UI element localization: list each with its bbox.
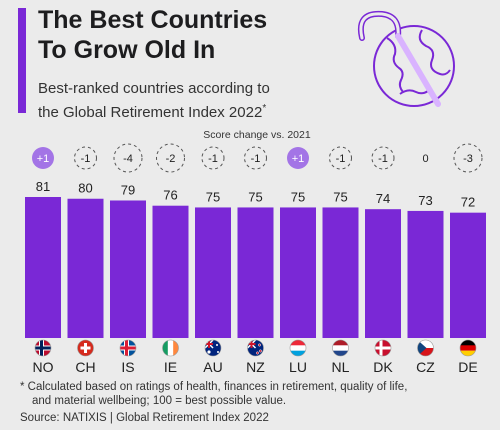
flag-denmark-icon [374,339,392,357]
value-label-is: 79 [121,182,135,197]
score-change-badge-is [113,143,143,173]
bar-ie [152,205,189,338]
score-change-badges: +1 -1 -4 -2 -1 -1 +1 -1 -1 0 -3 [32,143,483,173]
category-label-dk: DK [373,359,393,375]
value-label-ie: 76 [163,188,177,203]
footnote-line-1: * Calculated based on ratings of health,… [20,381,408,393]
flag-australia-icon [204,339,222,357]
bar-no [25,197,61,338]
bars [25,197,486,338]
category-label-no: NO [33,359,54,375]
value-label-nz: 75 [248,189,262,204]
category-labels: NO CH IS IE AU NZ LU NL DK CZ DE [33,359,478,375]
score-change-badge-dk [371,146,395,170]
score-change-label-dk: -1 [378,153,388,165]
bar-nl [322,207,359,338]
category-label-ie: IE [164,359,177,375]
bar-chart: Score change vs. 2021 +1 -1 -4 -2 -1 -1 +1 -1 -1… [25,129,486,375]
flag-switzerland-icon [77,339,94,357]
category-label-nz: NZ [246,359,265,375]
flag-luxembourg-icon [289,339,307,357]
category-label-lu: LU [289,359,307,375]
score-change-badge-au [201,146,225,170]
value-label-de: 72 [461,195,475,210]
flag-norway-icon [34,339,52,357]
category-label-au: AU [203,359,222,375]
score-change-badge-de [453,143,483,173]
score-change-badge-lu [287,147,309,169]
bar-is [110,200,146,338]
bar-lu [280,207,316,338]
accent-bar [18,8,26,113]
value-label-nl: 75 [333,189,347,204]
score-change-label-de: -3 [463,153,473,165]
footnote: * Calculated based on ratings of health,… [20,380,490,408]
score-change-label-nl: -1 [336,153,346,165]
flag-iceland-icon [119,339,137,357]
value-label-no: 81 [36,179,50,194]
score-change-badge-nz [244,146,267,170]
subtitle-line-2-text: the Global Retirement Index 2022 [38,104,263,121]
score-change-label-is: -4 [123,153,133,165]
bar-de [450,212,486,338]
bar-cz [407,210,444,338]
subtitle-footnote-mark: * [262,103,267,114]
bar-nz [237,207,274,338]
subtitle-line-1: Best-ranked countries according to [38,80,270,97]
bar-au [195,207,231,338]
value-label-lu: 75 [291,189,305,204]
footnote-line-2: and material wellbeing; 100 = best possi… [32,395,287,407]
value-label-ch: 80 [78,181,92,196]
score-change-label-nz: -1 [251,153,261,165]
score-change-label-cz: 0 [422,153,428,165]
subtitle-line-2: the Global Retirement Index 2022* [38,99,338,123]
score-change-label-no: +1 [37,153,50,165]
score-change-label-ch: -1 [81,153,91,165]
subtitle: Best-ranked countries according to the G… [38,79,338,123]
category-label-de: DE [458,359,477,375]
score-change-badge-no [32,147,54,169]
bar-dk [365,209,401,338]
score-change-badge-ch [74,146,97,170]
value-label-au: 75 [206,189,220,204]
category-label-nl: NL [332,359,350,375]
value-labels: 81 80 79 76 75 75 75 75 74 73 72 [36,179,475,210]
category-label-ch: CH [75,359,95,375]
value-label-dk: 74 [376,191,390,206]
globe-cane-icon [358,10,455,107]
score-change-badge-nl [329,146,352,170]
flag-new-zealand-icon [247,339,264,357]
title-line-2: To Grow Old In [38,36,216,64]
title-line-1: The Best Countries [38,6,268,34]
flag-czechia-icon [417,339,434,357]
value-label-cz: 73 [418,193,432,208]
flags [34,339,477,357]
category-label-cz: CZ [416,359,435,375]
bar-ch [67,198,104,338]
score-change-caption: Score change vs. 2021 [203,129,311,141]
score-change-label-ie: -2 [166,153,176,165]
score-change-badge-ie [156,143,185,173]
score-change-label-au: -1 [208,153,218,165]
category-label-is: IS [121,359,134,375]
page-title: The Best Countries To Grow Old In [38,5,338,65]
flag-germany-icon [459,339,477,357]
source: Source: NATIXIS | Global Retirement Inde… [20,412,269,424]
flag-netherlands-icon [332,339,349,357]
score-change-label-lu: +1 [292,153,305,165]
flag-ireland-icon [162,339,179,357]
